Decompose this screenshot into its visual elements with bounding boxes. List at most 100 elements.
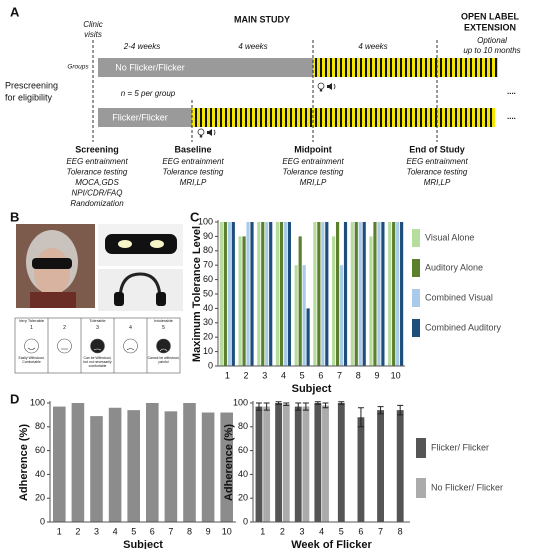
- y-tick-label: 100: [198, 216, 213, 226]
- bar: [201, 412, 215, 522]
- error-bar: [263, 402, 270, 411]
- bar: [246, 222, 250, 366]
- header: Clinic: [83, 20, 103, 29]
- y-tick-label: 0: [243, 516, 248, 526]
- bar: [302, 265, 306, 366]
- legend-swatch: [416, 478, 426, 498]
- error-bar: [357, 407, 364, 428]
- x-tick-label: 8: [356, 370, 361, 380]
- milestone-item: EEG entrainment: [66, 157, 128, 166]
- header: visits: [84, 30, 102, 39]
- bar: [219, 222, 223, 366]
- milestone-title: End of Study: [409, 144, 465, 154]
- y-tick-label: 90: [203, 231, 213, 241]
- legend-label: Combined Visual: [425, 292, 493, 302]
- y-tick-label: 40: [203, 303, 213, 313]
- x-tick-label: 5: [300, 370, 305, 380]
- y-tick-label: 0: [208, 360, 213, 370]
- bar: [354, 222, 358, 366]
- error-bar: [322, 402, 329, 409]
- scale-number: 3: [96, 325, 99, 331]
- legend-swatch: [416, 438, 426, 458]
- bar: [392, 222, 396, 366]
- bar: [294, 265, 298, 366]
- x-tick-label: 7: [378, 526, 383, 536]
- bar: [127, 410, 140, 522]
- milestone-title: Midpoint: [294, 144, 332, 154]
- error-bar: [275, 401, 282, 405]
- bar: [302, 406, 310, 522]
- y-tick-label: 80: [35, 421, 45, 431]
- bar: [294, 406, 302, 522]
- ellipsis: ....: [507, 112, 516, 121]
- y-tick-label: 60: [35, 445, 45, 455]
- error-bar: [302, 402, 309, 411]
- group-name: No Flicker/Flicker: [115, 62, 185, 72]
- y-axis-title: Adherence (%): [18, 424, 30, 501]
- x-tick-label: 6: [358, 526, 363, 536]
- bar: [279, 222, 284, 366]
- bar: [250, 222, 254, 366]
- visit-lines: [92, 40, 438, 142]
- y-tick-label: 20: [203, 332, 213, 342]
- prescreening: for eligibility: [5, 92, 53, 102]
- milestone-item: EEG entrainment: [406, 157, 468, 166]
- bar: [335, 222, 340, 366]
- x-tick-label: 2: [244, 370, 249, 380]
- bar: [325, 222, 329, 366]
- milestone-item: MRI,LP: [180, 178, 207, 187]
- milestone-item: Randomization: [70, 199, 124, 208]
- bar: [381, 222, 385, 366]
- bar: [377, 410, 384, 522]
- panel-label: C: [190, 209, 200, 224]
- axis-line: [252, 401, 410, 523]
- x-tick-label: 7: [337, 370, 342, 380]
- bar: [227, 222, 231, 366]
- group-bar: [98, 58, 313, 77]
- legend-swatch: [412, 229, 420, 247]
- milestone-item: MRI,LP: [424, 178, 451, 187]
- x-tick-label: 7: [168, 526, 173, 536]
- bar: [337, 403, 345, 522]
- scale-description: Cannot be withstood, painful: [147, 356, 180, 364]
- x-tick-label: 5: [339, 526, 344, 536]
- bar: [377, 222, 381, 366]
- milestone-title: Baseline: [174, 144, 211, 154]
- legend-label: Auditory Alone: [425, 262, 483, 272]
- x-tick-label: 1: [225, 370, 230, 380]
- flicker-bar: [313, 58, 498, 77]
- bar: [263, 406, 271, 522]
- y-tick-label: 60: [203, 274, 213, 284]
- milestone-item: Tolerance testing: [407, 168, 468, 177]
- y-tick-label: 60: [238, 445, 248, 455]
- bar: [164, 411, 178, 522]
- legend-swatch: [412, 289, 420, 307]
- milestone-item: MRI,LP: [300, 178, 327, 187]
- stimulus-icon: [317, 82, 336, 92]
- bar: [358, 222, 362, 366]
- bar: [261, 222, 265, 366]
- error-bar: [377, 406, 384, 415]
- tolerance-scale: [14, 317, 181, 374]
- y-tick-label: 40: [35, 469, 45, 479]
- y-tick-label: 80: [238, 421, 248, 431]
- x-tick-label: 8: [187, 526, 192, 536]
- bar: [373, 222, 377, 366]
- scale-number: 5: [162, 325, 165, 331]
- x-axis-title: Subject: [292, 383, 332, 395]
- bar: [90, 416, 103, 522]
- x-tick-label: 10: [222, 526, 232, 536]
- x-axis-title: Subject: [123, 539, 163, 549]
- bar: [306, 308, 310, 366]
- ellipsis: ....: [507, 87, 516, 96]
- duration: 2-4 weeks: [123, 42, 160, 51]
- groups-label: Groups: [67, 64, 89, 71]
- bar: [396, 222, 400, 366]
- y-axis-title: Maximum Tolerance Level: [191, 226, 203, 362]
- bar: [322, 405, 329, 522]
- bar: [400, 222, 404, 366]
- x-tick-label: 8: [398, 526, 403, 536]
- bar: [275, 222, 280, 366]
- y-tick-label: 100: [30, 397, 45, 407]
